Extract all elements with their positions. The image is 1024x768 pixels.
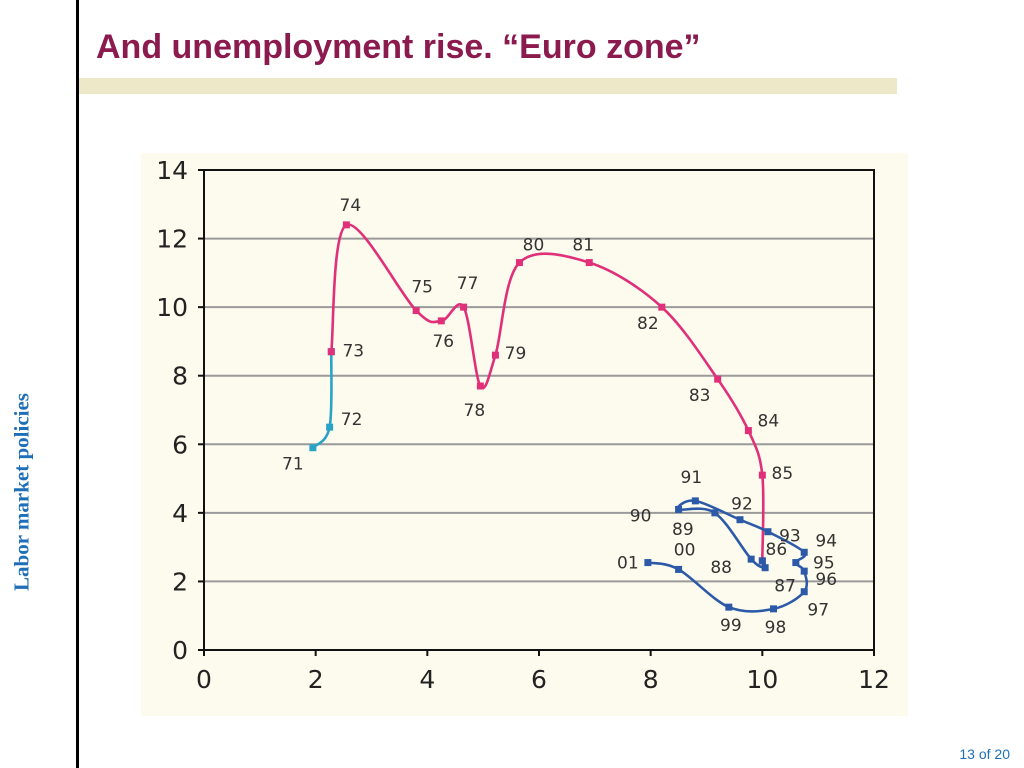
data-point-marker [491,351,499,359]
data-point-marker [675,505,683,513]
x-tick-label: 4 [419,665,435,694]
y-tick-label: 0 [172,636,188,665]
data-point-marker [800,588,808,596]
data-point-marker [326,423,334,431]
series-line [330,223,765,561]
data-point-marker [758,557,766,565]
y-tick-label: 2 [172,567,188,596]
data-point-marker [758,471,766,479]
data-point-label: 84 [758,412,780,432]
series-line [647,499,809,613]
x-tick-label: 2 [308,665,324,694]
y-tick-label: 14 [156,156,188,185]
data-point-marker [437,317,445,325]
series-line [311,351,333,449]
data-point-marker [675,565,683,573]
y-tick-label: 10 [156,293,188,322]
data-point-label: 72 [341,410,363,430]
data-point-marker [736,516,744,524]
data-point-marker [691,497,699,505]
data-point-label: 79 [505,344,527,364]
y-tick-label: 8 [172,362,188,391]
data-point-label: 95 [813,554,835,574]
x-tick-label: 8 [643,665,659,694]
data-point-label: 92 [731,495,753,515]
data-point-marker [747,555,755,563]
data-point-marker [658,303,666,311]
data-point-marker [585,259,593,267]
data-point-label: 98 [765,618,787,638]
data-point-label: 81 [572,236,594,256]
data-point-label: 75 [411,278,433,298]
side-section-label: Labor market policies [9,393,34,591]
data-point-marker [515,259,523,267]
y-tick-label: 12 [156,225,188,254]
data-point-label: 93 [779,527,801,547]
data-point-marker [744,427,752,435]
data-point-marker [800,567,808,575]
data-point-label: 71 [282,455,304,475]
x-tick-label: 0 [196,665,212,694]
data-point-label: 73 [342,342,364,362]
title-accent-bar [79,78,897,94]
page-number: 13 of 20 [959,746,1010,762]
data-point-marker [764,528,772,536]
data-point-marker [800,548,808,556]
data-point-label: 78 [464,401,486,421]
slide-title: And unemployment rise. “Euro zone” [96,28,701,66]
data-point-label: 86 [766,540,788,560]
data-point-label: 82 [637,314,659,334]
data-point-marker [761,564,769,572]
data-point-label: 91 [681,468,703,488]
data-point-label: 85 [772,464,794,484]
data-point-label: 00 [674,540,696,560]
data-point-label: 74 [340,196,362,216]
y-tick-label: 6 [172,430,188,459]
data-point-marker [309,444,317,452]
data-point-marker [460,303,468,311]
x-tick-label: 6 [531,665,547,694]
data-point-label: 97 [807,601,829,621]
x-tick-label: 12 [858,665,890,694]
data-point-marker [770,605,777,613]
vertical-divider-line [76,0,79,768]
data-point-marker [792,559,800,567]
data-point-label: 01 [617,554,639,574]
data-point-marker [476,382,484,390]
data-point-marker [711,509,719,517]
data-point-label: 83 [689,386,711,406]
data-point-label: 88 [710,558,732,578]
data-point-label: 94 [815,531,837,551]
data-point-label: 80 [523,236,545,256]
data-point-label: 87 [774,577,796,597]
data-point-marker [725,603,733,611]
y-tick-label: 4 [172,499,188,528]
data-point-label: 90 [630,506,652,526]
data-point-label: 76 [432,332,454,352]
x-tick-label: 10 [746,665,778,694]
data-point-marker [412,307,420,315]
data-point-marker [342,221,350,229]
data-point-label: 77 [457,274,479,294]
data-point-marker [327,348,335,356]
data-point-label: 96 [815,570,837,590]
chart-container: 0 2 4 6 8 10 12 14 0 2 4 6 8 10 12 71 72 73 74 75 76 77 78 79 80… [141,153,908,716]
data-point-marker [644,559,652,567]
data-point-label: 89 [672,520,694,540]
data-point-label: 99 [720,616,742,636]
data-point-marker [714,375,722,383]
unemployment-chart: 0 2 4 6 8 10 12 14 0 2 4 6 8 10 12 71 72 73 74 75 76 77 78 79 80… [156,156,890,694]
